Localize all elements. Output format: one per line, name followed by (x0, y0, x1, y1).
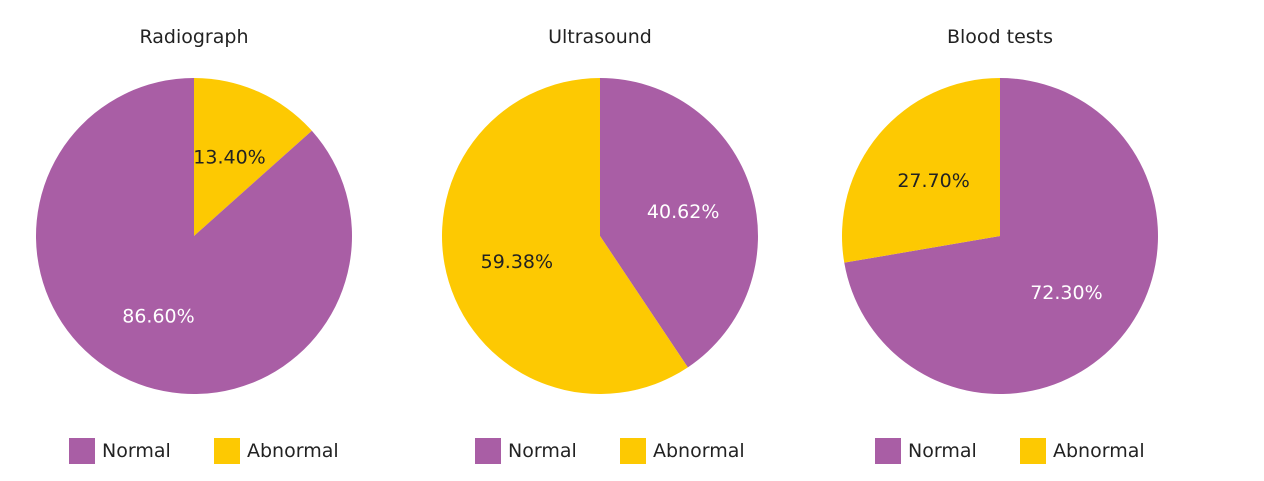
pie-slice-abnormal (842, 78, 1000, 263)
pie-slice-normal (600, 78, 758, 368)
pie-slice-normal (844, 78, 1158, 395)
legend-item-normal: Normal (475, 438, 577, 464)
pie-slice-abnormal (442, 78, 688, 394)
pie-svg: 40.62% 59.38% (442, 78, 758, 394)
legend-item-normal: Normal (875, 438, 977, 464)
pie-chart-0: Radiograph 13.40% 86.60% Normal Abnormal (0, 0, 394, 481)
legend-label: Normal (508, 440, 577, 462)
chart-title: Blood tests (946, 26, 1054, 48)
legend-item-abnormal: Abnormal (1020, 438, 1145, 464)
legend-swatch (620, 438, 646, 464)
legend-item-abnormal: Abnormal (620, 438, 745, 464)
slice-label: 40.62% (647, 201, 719, 223)
pie-slice-abnormal (194, 78, 312, 236)
legend-item-normal: Normal (69, 438, 171, 464)
legend-swatch (69, 438, 95, 464)
pie-svg: 13.40% 86.60% (36, 78, 353, 394)
slice-label: 13.40% (193, 147, 265, 169)
pie-svg: 72.30% 27.70% (842, 78, 1158, 395)
slice-label: 27.70% (897, 170, 969, 192)
legend-swatch (214, 438, 240, 464)
legend-label: Abnormal (653, 440, 745, 462)
legend-item-abnormal: Abnormal (214, 438, 339, 464)
legend-swatch (475, 438, 501, 464)
chart-title: Radiograph (139, 26, 249, 48)
legend-swatch (875, 438, 901, 464)
pie-slice-normal (36, 78, 353, 394)
legend-label: Abnormal (1053, 440, 1145, 462)
legend-label: Normal (102, 440, 171, 462)
slice-label: 59.38% (481, 251, 553, 273)
pie-chart-2: Blood tests 72.30% 27.70% Normal Abnormal (800, 0, 1200, 481)
legend-swatch (1020, 438, 1046, 464)
chart-title: Ultrasound (548, 26, 652, 48)
legend-label: Normal (908, 440, 977, 462)
pie-chart-1: Ultrasound 40.62% 59.38% Normal Abnormal (400, 0, 800, 481)
slice-label: 86.60% (122, 305, 194, 327)
legend-label: Abnormal (247, 440, 339, 462)
slice-label: 72.30% (1030, 282, 1102, 304)
